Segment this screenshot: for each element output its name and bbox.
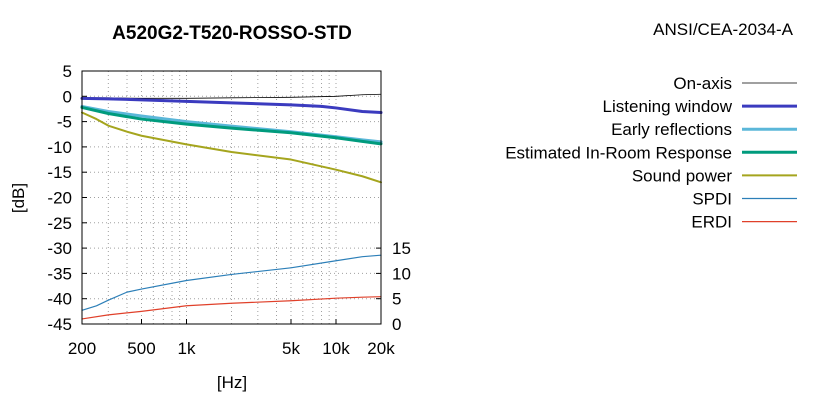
legend-label-spdi: SPDI xyxy=(692,190,732,209)
series-line-spdi xyxy=(81,254,382,311)
y-tick-label: -10 xyxy=(47,138,72,157)
chart-title: A520G2-T520-ROSSO-STD xyxy=(112,23,352,44)
y2-tick-label: 15 xyxy=(392,239,411,258)
legend-label-early-reflections: Early reflections xyxy=(611,120,732,139)
legend-label-on-axis: On-axis xyxy=(673,74,732,93)
series-line-erdi xyxy=(81,296,382,320)
series-line-listening-window xyxy=(80,96,383,114)
y2-tick-label: 10 xyxy=(392,264,411,283)
y-axis-label: [dB] xyxy=(9,183,28,213)
y-tick-label: -25 xyxy=(47,214,72,233)
y2-tick-label: 5 xyxy=(392,290,401,309)
y-tick-label: -35 xyxy=(47,264,72,283)
y-tick-label: -15 xyxy=(47,163,72,182)
legend-label-sound-power: Sound power xyxy=(632,166,733,185)
standard-label: ANSI/CEA-2034-A xyxy=(653,20,793,39)
x-axis-label: [Hz] xyxy=(217,373,247,392)
legend: On-axis Listening window Early reflections… xyxy=(505,74,797,232)
x-tick-label: 10k xyxy=(322,339,350,358)
y-tick-label: -30 xyxy=(47,239,72,258)
y-tick-label: -40 xyxy=(47,290,72,309)
x-tick-label: 5k xyxy=(282,339,300,358)
legend-label-listening-window: Listening window xyxy=(603,97,733,116)
plot-area xyxy=(80,93,383,320)
x-tick-label: 200 xyxy=(68,339,96,358)
legend-label-estimated-in-room-response: Estimated In-Room Response xyxy=(505,143,732,162)
y2-tick-label: 0 xyxy=(392,315,401,334)
y-tick-label: 5 xyxy=(63,62,72,81)
x-tick-label: 500 xyxy=(127,339,155,358)
y-tick-label: -5 xyxy=(57,113,72,132)
series-line-estimated-in-room-response xyxy=(80,105,383,146)
y-tick-label: -45 xyxy=(47,315,72,334)
y-tick-label: 0 xyxy=(63,87,72,106)
legend-label-erdi: ERDI xyxy=(691,213,732,232)
y-tick-label: -20 xyxy=(47,189,72,208)
x-tick-label: 20k xyxy=(367,339,395,358)
x-tick-label: 1k xyxy=(178,339,196,358)
axes: 5 0 -5 -10 -15 -20 -25 -30 -35 -40 -45 15 10 5 0 200 500… xyxy=(47,62,411,358)
series-line-sound-power xyxy=(81,111,382,184)
